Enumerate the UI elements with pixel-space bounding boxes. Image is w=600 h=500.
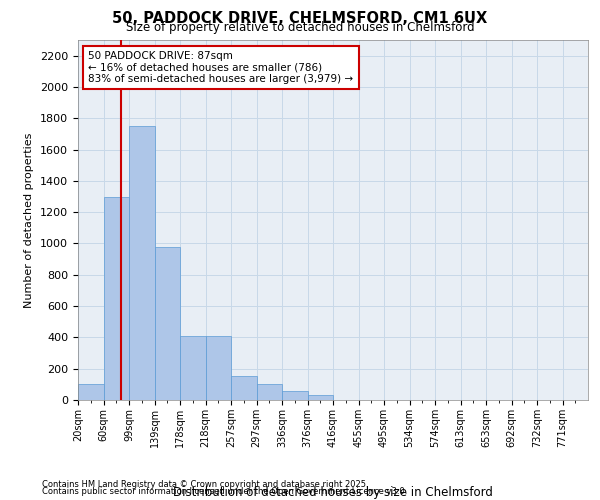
Bar: [205, 336, 231, 400]
Text: Contains HM Land Registry data © Crown copyright and database right 2025.: Contains HM Land Registry data © Crown c…: [42, 480, 368, 489]
Bar: [104, 196, 129, 400]
Y-axis label: Number of detached properties: Number of detached properties: [25, 132, 34, 308]
Text: 50, PADDOCK DRIVE, CHELMSFORD, CM1 6UX: 50, PADDOCK DRIVE, CHELMSFORD, CM1 6UX: [112, 11, 488, 26]
Bar: [155, 246, 180, 400]
Text: Contains public sector information licensed under the Open Government Licence v3: Contains public sector information licen…: [42, 487, 407, 496]
X-axis label: Distribution of detached houses by size in Chelmsford: Distribution of detached houses by size …: [173, 486, 493, 499]
Bar: [129, 126, 155, 400]
Bar: [231, 376, 257, 400]
Bar: [78, 384, 104, 400]
Bar: [308, 394, 333, 400]
Text: Size of property relative to detached houses in Chelmsford: Size of property relative to detached ho…: [125, 21, 475, 34]
Bar: [257, 384, 282, 400]
Bar: [282, 392, 308, 400]
Bar: [180, 336, 205, 400]
Text: 50 PADDOCK DRIVE: 87sqm
← 16% of detached houses are smaller (786)
83% of semi-d: 50 PADDOCK DRIVE: 87sqm ← 16% of detache…: [88, 51, 353, 84]
